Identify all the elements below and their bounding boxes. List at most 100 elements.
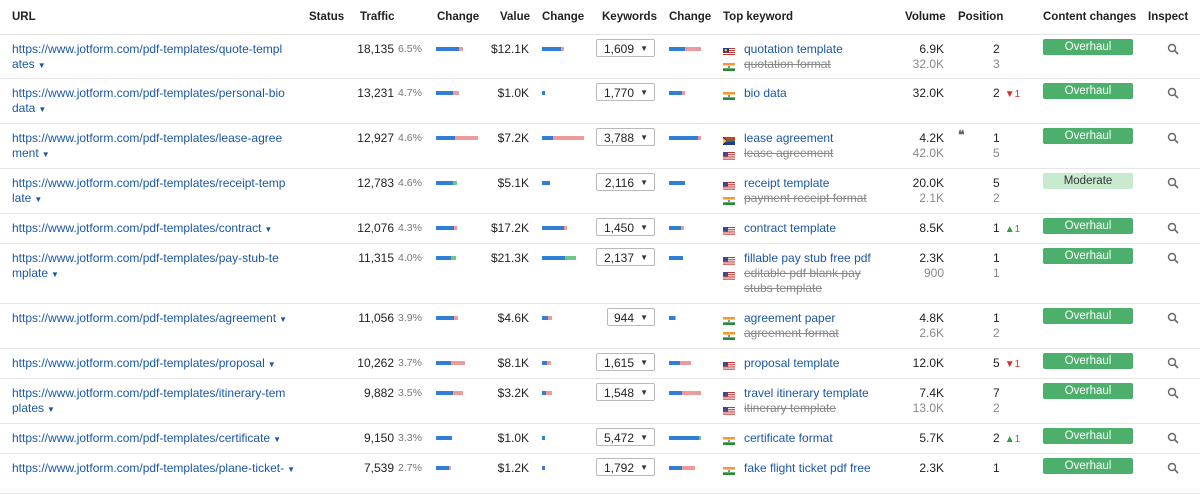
- keywords-dropdown[interactable]: 1,615 ▼: [596, 353, 655, 371]
- top-keyword-link[interactable]: certificate format: [744, 431, 833, 445]
- url-line1: https://www.jotform.com/pdf-templates/ce…: [12, 431, 271, 445]
- value-change-bar-blue: [542, 316, 549, 320]
- search-icon[interactable]: [1167, 462, 1179, 474]
- caret-down-icon: ▼: [640, 358, 648, 367]
- keywords-dropdown[interactable]: 1,792 ▼: [596, 458, 655, 476]
- keyword-position: 1: [993, 251, 1000, 265]
- url-line2: plates: [12, 401, 45, 415]
- search-icon[interactable]: [1167, 222, 1179, 234]
- chevron-down-icon[interactable]: ▼: [287, 465, 296, 474]
- top-keyword-link[interactable]: fake flight ticket pdf free: [744, 461, 871, 475]
- keywords-change-bar-blue: [669, 466, 682, 470]
- row-url-link[interactable]: https://www.jotform.com/pdf-templates/re…: [12, 176, 302, 207]
- chevron-down-icon[interactable]: ▼: [51, 270, 59, 279]
- traffic-change-bar-red: [453, 316, 458, 320]
- keywords-count: 1,548: [603, 386, 634, 400]
- url-line2: ment: [12, 146, 39, 160]
- keywords-dropdown[interactable]: 2,137 ▼: [596, 248, 655, 266]
- search-icon[interactable]: [1167, 312, 1179, 324]
- top-keyword-link[interactable]: fillable pay stub free pdf: [744, 251, 871, 265]
- traffic-value: 13,231: [357, 86, 394, 100]
- top-keyword-link[interactable]: proposal template: [744, 356, 840, 370]
- chevron-down-icon[interactable]: ▼: [47, 405, 55, 414]
- col-value[interactable]: Value: [500, 11, 531, 23]
- value-change-bar-blue: [542, 256, 566, 260]
- col-content-changes[interactable]: Content changes: [1043, 11, 1137, 23]
- search-icon[interactable]: [1167, 87, 1179, 99]
- top-keyword-link[interactable]: bio data: [744, 86, 787, 100]
- top-keyword-link[interactable]: receipt template: [744, 176, 830, 190]
- caret-down-icon: ▼: [640, 313, 648, 322]
- chevron-down-icon[interactable]: ▼: [34, 195, 43, 204]
- keywords-change-bar-blue: [669, 226, 682, 230]
- search-icon[interactable]: [1167, 357, 1179, 369]
- value-amount: $21.3K: [490, 251, 529, 265]
- keywords-count: 1,792: [603, 461, 634, 475]
- top-keyword-link[interactable]: lease agreement: [744, 131, 834, 145]
- col-keywords[interactable]: Keywords: [602, 11, 657, 23]
- search-icon[interactable]: [1167, 43, 1179, 55]
- keywords-dropdown[interactable]: 1,450 ▼: [596, 218, 655, 236]
- col-volume[interactable]: Volume: [905, 11, 946, 23]
- position-value: 1: [993, 131, 1000, 145]
- search-icon[interactable]: [1167, 387, 1179, 399]
- table-row: https://www.jotform.com/pdf-templates/pe…: [0, 78, 1200, 124]
- top-keyword-link[interactable]: contract template: [744, 221, 837, 235]
- col-position[interactable]: Position: [958, 11, 1004, 23]
- secondary-keyword-cont: stubs template: [744, 281, 823, 295]
- keywords-change-bar-red: [674, 316, 677, 320]
- col-keywords-change[interactable]: Change: [669, 11, 712, 23]
- row-url-link[interactable]: https://www.jotform.com/pdf-templates/ag…: [12, 311, 302, 327]
- row-url-link[interactable]: https://www.jotform.com/pdf-templates/it…: [12, 386, 302, 417]
- col-status[interactable]: Status: [309, 11, 345, 23]
- keywords-count: 5,472: [603, 431, 634, 445]
- row-url-link[interactable]: https://www.jotform.com/pdf-templates/le…: [12, 131, 302, 162]
- col-traffic[interactable]: Traffic: [360, 11, 395, 23]
- keyword-position: 5: [993, 176, 1000, 190]
- row-url-link[interactable]: https://www.jotform.com/pdf-templates/pe…: [12, 86, 302, 117]
- traffic-change-bar-red: [453, 226, 457, 230]
- keywords-dropdown[interactable]: 3,788 ▼: [596, 128, 655, 146]
- row-url-link[interactable]: https://www.jotform.com/pdf-templates/pa…: [12, 251, 302, 282]
- keywords-dropdown[interactable]: 944 ▼: [607, 308, 655, 326]
- row-url-link[interactable]: https://www.jotform.com/pdf-templates/co…: [12, 221, 302, 237]
- search-icon[interactable]: [1167, 252, 1179, 264]
- keywords-dropdown[interactable]: 1,770 ▼: [596, 83, 655, 101]
- col-value-change[interactable]: Change: [542, 11, 585, 23]
- row-url-link[interactable]: https://www.jotform.com/pdf-templates/pl…: [12, 461, 302, 477]
- search-icon[interactable]: [1167, 132, 1179, 144]
- chevron-down-icon[interactable]: ▼: [273, 435, 282, 444]
- keywords-dropdown[interactable]: 1,609 ▼: [596, 39, 655, 57]
- traffic-change-bar: [436, 226, 478, 230]
- traffic-value: 10,262: [357, 356, 394, 370]
- keyword-volume: 5.7K: [919, 431, 944, 445]
- table-row: https://www.jotform.com/pdf-templates/re…: [0, 168, 1200, 214]
- col-top-keyword[interactable]: Top keyword: [723, 11, 794, 23]
- chevron-down-icon[interactable]: ▼: [264, 225, 273, 234]
- search-icon[interactable]: [1167, 432, 1179, 444]
- row-url-link[interactable]: https://www.jotform.com/pdf-templates/qu…: [12, 42, 302, 73]
- col-url[interactable]: URL: [12, 11, 36, 23]
- top-keyword-link[interactable]: quotation template: [744, 42, 843, 56]
- keywords-dropdown[interactable]: 1,548 ▼: [596, 383, 655, 401]
- row-url-link[interactable]: https://www.jotform.com/pdf-templates/pr…: [12, 356, 302, 372]
- keywords-change-bar-blue: [669, 47, 685, 51]
- top-keyword-link[interactable]: travel itinerary template: [744, 386, 869, 400]
- chevron-down-icon[interactable]: ▼: [37, 61, 46, 70]
- row-url-link[interactable]: https://www.jotform.com/pdf-templates/ce…: [12, 431, 302, 447]
- keywords-change-bar-red: [681, 91, 685, 95]
- keywords-change-bar-blue: [669, 256, 684, 260]
- search-icon[interactable]: [1167, 177, 1179, 189]
- chevron-down-icon[interactable]: ▼: [41, 150, 50, 159]
- value-change-bar: [542, 226, 584, 230]
- value-change-bar: [542, 47, 584, 51]
- chevron-down-icon[interactable]: ▼: [38, 105, 47, 114]
- col-traffic-change[interactable]: Change: [437, 11, 480, 23]
- keywords-change-bar-red: [680, 361, 692, 365]
- chevron-down-icon[interactable]: ▼: [267, 360, 276, 369]
- chevron-down-icon[interactable]: ▼: [279, 315, 288, 324]
- keywords-dropdown[interactable]: 5,472 ▼: [596, 428, 655, 446]
- top-keyword-link[interactable]: agreement paper: [744, 311, 836, 325]
- keywords-dropdown[interactable]: 2,116 ▼: [596, 173, 655, 191]
- value-change-bar-green: [565, 256, 576, 260]
